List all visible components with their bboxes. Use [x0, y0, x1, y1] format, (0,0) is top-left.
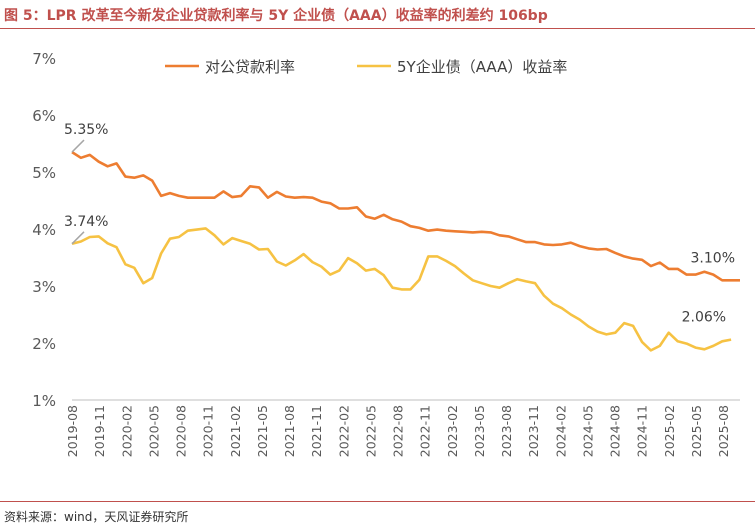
- x-tick-label: 2025-08: [716, 405, 731, 457]
- line-chart: 1% 2% 3% 4% 5% 6% 7% 2019-08 2019-11 2020-02 2020…: [32, 50, 740, 457]
- x-axis: 2019-08 2019-11 2020-02 2020-05 2020-08 2020-…: [65, 399, 740, 457]
- start-label-leader: [71, 231, 85, 245]
- y-tick-label: 3%: [32, 278, 56, 296]
- x-tick-label: 2020-11: [201, 405, 216, 457]
- end-value-label: 2.06%: [682, 310, 726, 326]
- x-tick-label: 2024-02: [553, 405, 568, 457]
- legend-entry: 5Y企业债（AAA）收益率: [397, 58, 567, 76]
- x-tick-label: 2021-08: [282, 405, 297, 457]
- x-tick-label: 2024-08: [608, 405, 623, 457]
- start-label-leader: [71, 139, 85, 153]
- y-axis: 1% 2% 3% 4% 5% 6% 7%: [32, 50, 56, 410]
- x-tick-label: 2024-11: [635, 405, 650, 457]
- x-tick-label: 2022-11: [418, 405, 433, 457]
- x-tick-label: 2023-02: [445, 405, 460, 457]
- x-tick-label: 2022-02: [336, 405, 351, 457]
- legend: 对公贷款利率 5Y企业债（AAA）收益率: [165, 58, 567, 76]
- y-tick-label: 4%: [32, 221, 56, 239]
- x-tick-label: 2023-11: [526, 405, 541, 457]
- x-tick-label: 2023-08: [499, 405, 514, 457]
- x-tick-label: 2020-08: [174, 405, 189, 457]
- x-tick-label: 2020-05: [146, 405, 161, 457]
- x-tick-label: 2024-05: [580, 405, 595, 457]
- source-note: 资料来源：wind，天风证券研究所: [4, 510, 189, 524]
- y-tick-label: 1%: [32, 392, 56, 410]
- x-tick-label: 2021-05: [255, 405, 270, 457]
- series-line-0: [71, 151, 740, 282]
- footer-divider: [0, 501, 755, 502]
- y-tick-label: 7%: [32, 50, 56, 68]
- y-tick-label: 6%: [32, 107, 56, 125]
- x-tick-label: 2023-05: [472, 405, 487, 457]
- series-line-1: [71, 227, 732, 352]
- y-tick-label: 5%: [32, 164, 56, 182]
- start-value-label: 3.74%: [64, 214, 108, 230]
- x-tick-label: 2022-05: [363, 405, 378, 457]
- x-tick-label: 2021-11: [309, 405, 324, 457]
- x-tick-label: 2019-11: [92, 405, 107, 457]
- series-layer: [71, 151, 740, 352]
- x-tick-label: 2021-02: [228, 405, 243, 457]
- end-value-label: 3.10%: [691, 250, 735, 266]
- y-tick-label: 2%: [32, 335, 56, 353]
- start-value-label: 5.35%: [64, 122, 108, 138]
- data-labels: 5.35% 3.10% 3.74% 2.06%: [64, 122, 735, 326]
- figure-title: 图 5：LPR 改革至今新发企业贷款利率与 5Y 企业债（AAA）收益率的利差约…: [4, 8, 548, 24]
- legend-entry: 对公贷款利率: [205, 58, 295, 76]
- x-tick-label: 2025-02: [662, 405, 677, 457]
- x-tick-label: 2022-08: [391, 405, 406, 457]
- x-tick-label: 2025-05: [689, 405, 704, 457]
- x-tick-label: 2020-02: [119, 405, 134, 457]
- title-divider: [0, 28, 755, 29]
- x-tick-label: 2019-08: [65, 405, 80, 457]
